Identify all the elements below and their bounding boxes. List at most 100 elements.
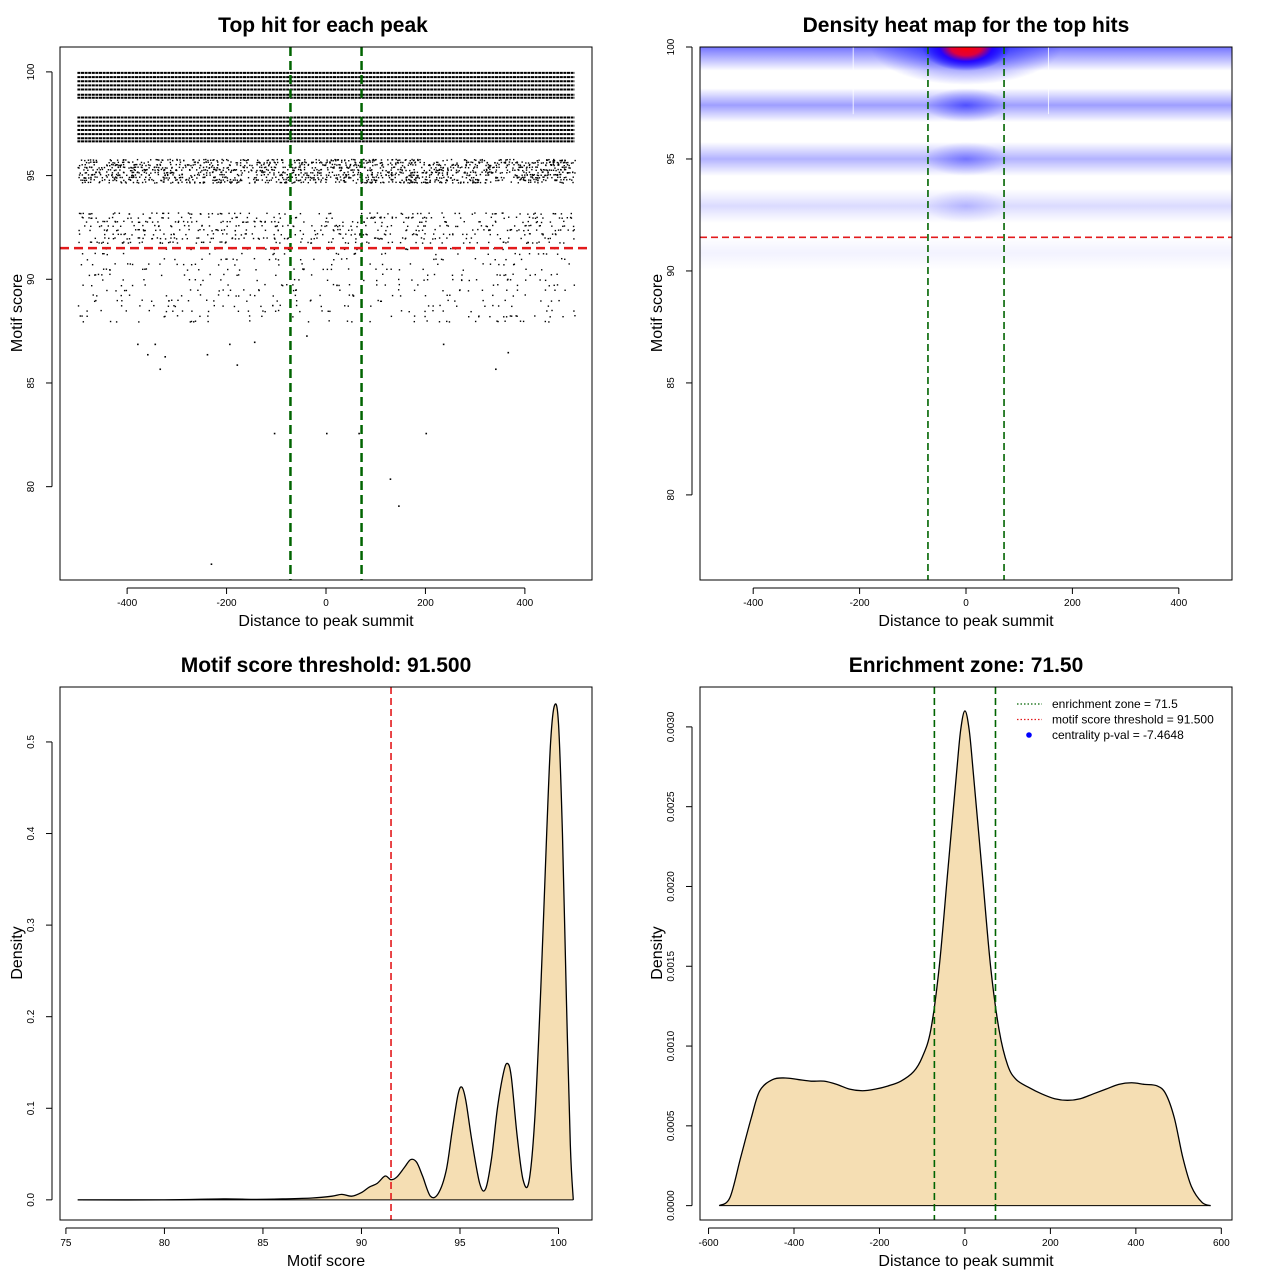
scatter-point [222,289,224,291]
scatter-point [176,315,179,317]
scatter-point [450,169,453,171]
scatter-point [554,289,556,291]
scatter-point [516,289,519,291]
scatter-point [148,174,150,176]
scatter-ylabel: Motif score [9,274,26,352]
scatter-point [279,242,281,244]
scatter-point [435,169,438,171]
scatter-point [151,212,153,214]
scatter-point [93,164,95,166]
scatter-point [82,321,85,323]
score-density-y-tick-label: 0.4 [26,826,37,840]
scatter-point [90,178,92,181]
scatter-point [199,164,202,166]
scatter-point [95,299,97,302]
scatter-point [240,169,242,172]
scatter-point [551,225,553,227]
scatter-point [524,179,527,182]
scatter-point [467,167,470,169]
scatter-point [357,169,359,171]
scatter-point [205,166,208,168]
scatter-point [84,159,86,162]
scatter-point [136,181,138,184]
scatter-point [204,169,207,171]
scatter-point [89,213,91,215]
scatter-point [280,181,283,184]
scatter-point [388,172,390,174]
scatter-point [98,171,100,173]
scatter-point [346,166,348,169]
scatter-point [287,179,290,181]
scatter-point [472,171,475,173]
scatter-point [225,171,227,173]
scatter-point [80,264,83,266]
scatter-point [376,212,379,214]
scatter-point [468,316,470,318]
scatter-point [511,162,513,164]
scatter-point [344,159,346,161]
scatter-point [457,166,459,168]
scatter-point [529,173,532,176]
scatter-point [422,268,424,271]
scatter-point [416,171,419,174]
scatter-point [379,167,382,169]
scatter-point [167,305,170,307]
scatter-point [468,279,470,282]
scatter-point [125,310,127,312]
scatter-point [442,160,444,162]
scatter-point [232,258,234,260]
scatter-point [554,229,557,232]
scatter-point [491,213,494,215]
scatter-point [133,166,135,169]
panel-scatter: Top hit for each peak -400 -200 0 200 400808… [9,14,593,630]
scatter-point [426,274,429,276]
scatter-point [191,176,193,178]
scatter-point [319,162,321,164]
scatter-point [369,263,371,265]
scatter-point [163,316,165,318]
scatter-point [295,304,298,307]
scatter-point [312,177,314,179]
scatter-point [354,159,356,161]
scatter-point [143,162,145,164]
scatter-point [544,320,547,323]
scatter-point [330,241,333,243]
scatter-point [495,169,498,171]
scatter-point [446,224,448,227]
scatter-point [373,237,376,239]
scatter-point [273,161,276,163]
scatter-point [85,179,88,182]
scatter-point [493,166,495,169]
scatter-point [91,174,94,176]
heatmap-y-tick-label: 80 [666,489,677,501]
scatter-point [487,174,490,176]
scatter-point [171,171,174,174]
scatter-point [252,167,254,169]
scatter-point [529,274,531,277]
scatter-point [482,263,484,265]
scatter-point [554,167,556,169]
scatter-point [324,225,326,228]
scatter-point [111,166,113,169]
scatter-point [209,159,212,161]
scatter-point [399,159,401,161]
scatter-point [440,168,442,171]
scatter-point [553,284,555,287]
scatter-point [465,164,467,167]
scatter-point [90,174,93,176]
scatter-point [179,163,181,166]
scatter-point [114,176,117,178]
scatter-point [566,179,568,181]
scatter-point [200,213,202,215]
scatter-point [405,179,408,182]
scatter-point [199,284,202,286]
scatter-point [90,241,93,243]
scatter-point [472,179,474,181]
scatter-point [243,169,246,172]
scatter-point [101,177,104,179]
scatter-point [82,179,84,181]
scatter-point [438,237,441,239]
scatter-point [552,212,555,215]
scatter-point [318,213,320,215]
scatter-point [156,166,158,169]
